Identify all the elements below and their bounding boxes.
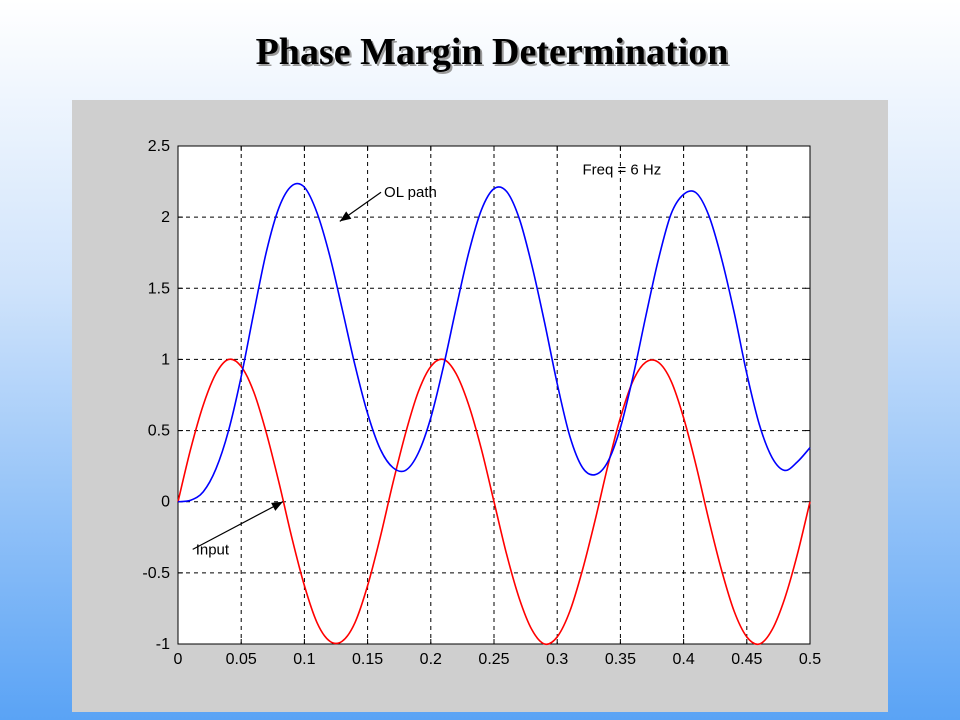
x-tick-label: 0.45 xyxy=(731,651,762,668)
slide-title: Phase Margin Determination xyxy=(255,31,729,73)
y-tick-label: -1 xyxy=(156,636,170,653)
annotation-freq-6-hz: Freq = 6 Hz xyxy=(582,161,661,178)
y-tick-label: 2.5 xyxy=(148,138,170,155)
arrow-input xyxy=(192,501,284,550)
grid xyxy=(177,145,811,645)
y-tick-label: 2 xyxy=(161,209,170,226)
y-tick-label: 1.5 xyxy=(148,280,170,297)
x-tick-label: 0.5 xyxy=(799,651,821,668)
x-tick-label: 0.05 xyxy=(226,651,257,668)
series-line-ol-path xyxy=(177,182,811,503)
x-tick-label: 0.15 xyxy=(352,651,383,668)
x-tick-label: 0.25 xyxy=(478,651,509,668)
axes-frame xyxy=(177,145,811,645)
figure-panel: 0 0.05 0.1 0.15 0.2 0.25 0.3 0.35 0.4 0.45 0.5 -1 -0… xyxy=(72,100,888,712)
y-tick-label: 1 xyxy=(161,351,170,368)
annotation-input: Input xyxy=(196,541,230,558)
x-tick-label: 0.1 xyxy=(293,651,315,668)
tick-labels: 0 0.05 0.1 0.15 0.2 0.25 0.3 0.35 0.4 0.45 0.5 -1 -0… xyxy=(142,138,821,668)
arrowhead-ol-path xyxy=(339,211,352,222)
y-tick-label: 0 xyxy=(161,494,170,511)
annotation-ol-path: OL path xyxy=(384,184,437,201)
annotations: Freq = 6 Hz OL path Input xyxy=(192,161,661,558)
x-tick-label: 0.2 xyxy=(420,651,442,668)
series-lines xyxy=(177,182,811,646)
x-tick-label: 0.35 xyxy=(605,651,636,668)
x-tick-label: 0 xyxy=(174,651,183,668)
y-tick-label: -0.5 xyxy=(142,565,170,582)
line-chart: 0 0.05 0.1 0.15 0.2 0.25 0.3 0.35 0.4 0.45 0.5 -1 -0… xyxy=(142,138,821,668)
x-tick-label: 0.3 xyxy=(546,651,568,668)
x-tick-label: 0.4 xyxy=(672,651,694,668)
y-tick-label: 0.5 xyxy=(148,423,170,440)
series-line-input xyxy=(177,358,811,646)
arrowhead-input xyxy=(271,501,283,511)
